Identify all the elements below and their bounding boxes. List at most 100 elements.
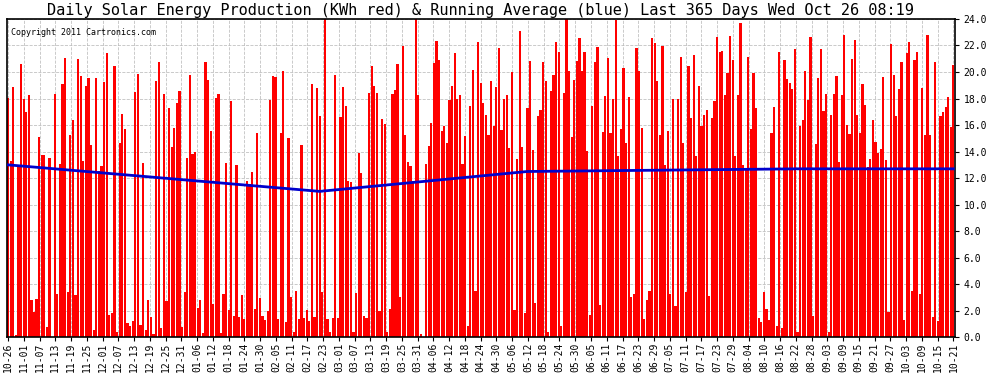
Bar — [397, 64, 399, 337]
Bar — [636, 48, 638, 337]
Bar — [612, 99, 614, 337]
Bar — [300, 144, 303, 337]
Bar — [20, 64, 22, 337]
Bar — [412, 181, 414, 337]
Bar — [212, 304, 214, 337]
Bar — [79, 76, 82, 337]
Bar — [893, 75, 895, 337]
Bar — [404, 135, 407, 337]
Bar — [919, 294, 921, 337]
Bar — [744, 168, 746, 337]
Bar — [941, 112, 944, 337]
Bar — [277, 319, 279, 337]
Bar — [87, 78, 90, 337]
Bar — [210, 131, 212, 337]
Bar — [698, 86, 700, 337]
Bar — [935, 62, 937, 337]
Bar — [202, 333, 204, 337]
Bar — [895, 117, 897, 337]
Bar — [36, 299, 38, 337]
Bar — [908, 42, 911, 337]
Bar — [311, 84, 313, 337]
Bar — [95, 78, 97, 337]
Bar — [98, 171, 100, 337]
Bar — [41, 155, 43, 337]
Bar — [342, 87, 345, 337]
Bar — [658, 135, 661, 337]
Bar — [173, 128, 175, 337]
Bar — [500, 129, 503, 337]
Bar — [628, 97, 630, 337]
Bar — [573, 80, 575, 337]
Bar — [645, 300, 648, 337]
Bar — [633, 294, 635, 337]
Bar — [749, 129, 752, 337]
Bar — [599, 305, 601, 337]
Bar — [547, 332, 549, 337]
Bar — [461, 164, 463, 337]
Bar — [685, 292, 687, 337]
Bar — [121, 114, 124, 337]
Bar — [389, 309, 391, 337]
Bar — [742, 165, 744, 337]
Bar — [914, 60, 916, 337]
Bar — [552, 75, 554, 337]
Bar — [420, 334, 422, 337]
Bar — [441, 132, 443, 337]
Bar — [145, 330, 147, 337]
Bar — [921, 88, 924, 337]
Bar — [677, 99, 679, 337]
Bar — [940, 116, 941, 337]
Bar — [329, 333, 332, 337]
Bar — [269, 100, 271, 337]
Bar — [386, 332, 388, 337]
Bar — [335, 75, 337, 337]
Bar — [253, 309, 255, 337]
Bar — [100, 166, 103, 337]
Bar — [924, 135, 926, 337]
Bar — [944, 106, 946, 337]
Bar — [186, 158, 188, 337]
Bar — [7, 98, 9, 337]
Bar — [451, 86, 453, 337]
Bar — [927, 34, 929, 337]
Bar — [555, 42, 557, 337]
Bar — [623, 68, 625, 337]
Bar — [952, 65, 954, 337]
Bar — [204, 62, 207, 337]
Bar — [61, 84, 63, 337]
Bar — [244, 319, 246, 337]
Bar — [817, 78, 820, 337]
Bar — [28, 95, 30, 337]
Bar — [394, 90, 396, 337]
Bar — [674, 306, 676, 337]
Bar — [340, 117, 342, 337]
Bar — [10, 161, 12, 337]
Bar — [415, 13, 417, 337]
Bar — [33, 312, 35, 337]
Bar — [648, 291, 650, 337]
Bar — [256, 133, 258, 337]
Bar — [178, 91, 180, 337]
Bar — [903, 320, 905, 337]
Bar — [160, 328, 162, 337]
Bar — [189, 75, 191, 337]
Bar — [362, 316, 365, 337]
Bar — [433, 63, 435, 337]
Bar — [381, 119, 383, 337]
Bar — [495, 87, 497, 337]
Bar — [85, 86, 87, 337]
Bar — [620, 129, 622, 337]
Bar — [947, 98, 949, 337]
Bar — [679, 57, 682, 337]
Bar — [215, 98, 217, 337]
Bar — [15, 335, 17, 337]
Bar — [321, 292, 324, 337]
Bar — [557, 52, 559, 337]
Bar — [882, 76, 884, 337]
Bar — [498, 48, 500, 337]
Bar — [266, 311, 269, 337]
Bar — [858, 133, 861, 337]
Bar — [248, 184, 250, 337]
Bar — [607, 58, 609, 337]
